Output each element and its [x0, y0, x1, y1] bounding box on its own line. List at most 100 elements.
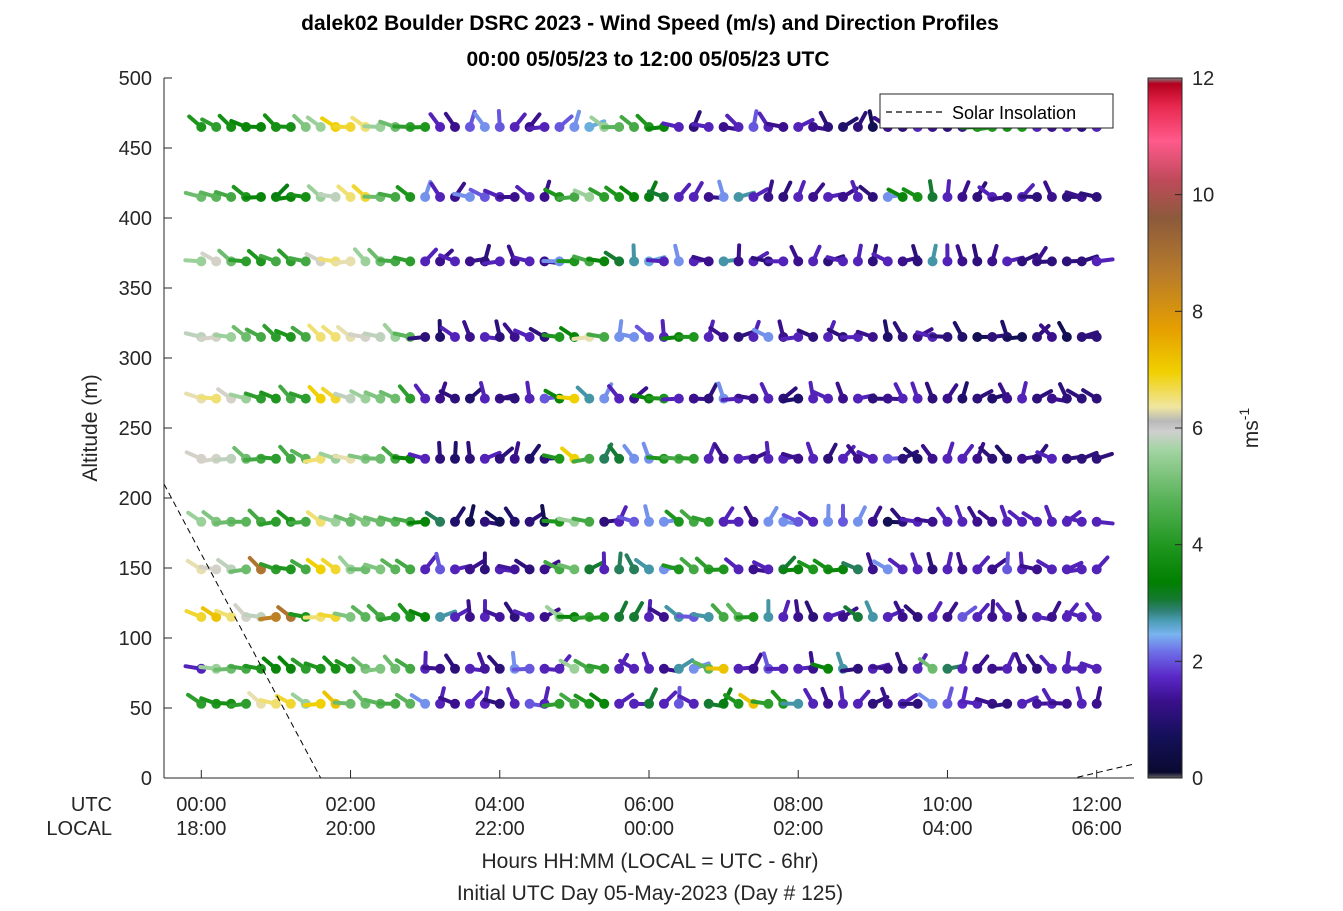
- wind-barb-point: [539, 192, 550, 202]
- wind-barb-point: [778, 256, 789, 267]
- y-ticks: 0 50 100 150 200 250 300 350 400 450 500: [119, 68, 172, 790]
- wind-barb-point: [524, 564, 535, 575]
- wind-barb-point: [360, 256, 371, 267]
- colorbar: 0 2 4 6 8 10 12 ms-1: [1147, 68, 1263, 790]
- wind-barb-point: [569, 698, 580, 709]
- x-tick-label-local: 18:00: [176, 818, 226, 840]
- wind-barb-point: [390, 663, 401, 674]
- wind-barb-point: [226, 122, 237, 132]
- wind-barb-point: [390, 612, 401, 622]
- wind-barb-point: [972, 612, 983, 622]
- wind-barb-point: [285, 663, 296, 674]
- wind-barb-point: [763, 612, 774, 622]
- wind-barb-point: [479, 332, 490, 342]
- wind-barb-point: [718, 663, 729, 674]
- wind-barb-point: [1032, 612, 1042, 622]
- x-tick-label-utc: 12:00: [1072, 794, 1122, 816]
- wind-barb-point: [629, 663, 640, 674]
- wind-barb-point: [464, 698, 475, 709]
- wind-barb-point: [927, 698, 938, 709]
- colorbar-label-base: ms: [1240, 420, 1263, 448]
- wind-barb-point: [479, 453, 490, 464]
- wind-barb-point: [793, 612, 804, 622]
- wind-barb-point: [614, 256, 625, 267]
- wind-barb-point: [614, 122, 625, 132]
- wind-barb-point: [494, 516, 505, 527]
- wind-barb-point: [1032, 453, 1042, 464]
- wind-barb-point: [718, 698, 729, 709]
- wind-barb-point: [554, 122, 565, 132]
- wind-barb-point: [852, 453, 863, 464]
- wind-barb-point: [420, 516, 431, 527]
- wind-barb-point: [808, 332, 819, 342]
- wind-barb-point: [882, 192, 893, 202]
- wind-barb-point: [420, 612, 431, 622]
- wind-barb-point: [315, 663, 326, 674]
- wind-barb-point: [718, 564, 729, 575]
- wind-barb-point: [256, 332, 266, 342]
- wind-barb-point: [270, 612, 281, 622]
- wind-barb-point: [1091, 516, 1102, 527]
- wind-barb-point: [748, 612, 759, 622]
- wind-barb-point: [793, 698, 804, 709]
- wind-barb-point: [867, 122, 878, 132]
- wind-barb-point: [479, 612, 490, 622]
- wind-barb-point: [509, 122, 520, 132]
- wind-barb-point: [733, 516, 744, 527]
- wind-barb-point: [838, 256, 848, 267]
- wind-barb-point: [852, 256, 863, 267]
- wind-barb-point: [748, 332, 759, 342]
- colorbar-label: ms-1: [1236, 408, 1263, 449]
- wind-barb-point: [1076, 453, 1087, 464]
- wind-barb-point: [435, 516, 446, 527]
- wind-barb-point: [838, 453, 848, 464]
- wind-barb-point: [793, 332, 804, 342]
- x-row-label-local: LOCAL: [46, 818, 112, 840]
- wind-barb-point: [479, 393, 490, 404]
- y-tick-label: 50: [130, 698, 152, 720]
- wind-barb-point: [897, 564, 908, 575]
- x-ticks: 00:0018:0002:0020:0004:0022:0006:0000:00…: [176, 770, 1122, 840]
- wind-barb-point: [748, 663, 759, 674]
- wind-barb-point: [599, 332, 610, 342]
- wind-barb-point: [345, 256, 356, 267]
- wind-barb-point: [405, 256, 416, 267]
- wind-barb-point: [1032, 332, 1042, 342]
- wind-barb-point: [509, 453, 520, 464]
- wind-barb-point: [405, 192, 416, 202]
- wind-barb-point: [703, 698, 714, 709]
- wind-barb-point: [599, 192, 610, 202]
- wind-barb-point: [479, 663, 490, 674]
- wind-barb-point: [524, 516, 535, 527]
- colorbar-tick-label: 10: [1192, 185, 1214, 207]
- wind-barb-point: [345, 612, 356, 622]
- wind-barb-point: [987, 663, 998, 674]
- wind-barb-point: [703, 393, 714, 404]
- wind-barb-point: [330, 564, 341, 575]
- wind-barb-point: [450, 453, 460, 464]
- wind-barb-point: [241, 698, 252, 709]
- x-tick-label-utc: 10:00: [922, 794, 972, 816]
- wind-barb-point: [882, 256, 893, 267]
- wind-barb-point: [912, 453, 923, 464]
- wind-barb-point: [897, 393, 908, 404]
- wind-barb-point: [226, 612, 237, 622]
- wind-barb-point: [211, 256, 222, 267]
- wind-barb-point: [942, 612, 953, 622]
- wind-barb-point: [1076, 256, 1087, 267]
- wind-barb-point: [808, 516, 819, 527]
- wind-barb-point: [420, 698, 431, 709]
- wind-barb-point: [972, 192, 983, 202]
- wind-barb-point: [882, 516, 893, 527]
- wind-barb-point: [494, 256, 505, 267]
- wind-barb-point: [345, 122, 356, 132]
- wind-barb-point: [629, 122, 640, 132]
- wind-barb-point: [838, 122, 848, 132]
- y-tick-label: 200: [119, 488, 152, 510]
- wind-barb-point: [897, 256, 908, 267]
- wind-barb-point: [1032, 698, 1042, 709]
- wind-barb-point: [1061, 453, 1072, 464]
- wind-barb-point: [614, 192, 625, 202]
- wind-barb-point: [479, 192, 490, 202]
- wind-barb-point: [703, 256, 714, 267]
